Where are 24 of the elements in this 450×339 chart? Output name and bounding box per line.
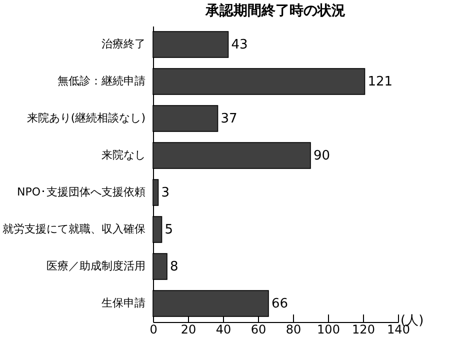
data-label: 43 bbox=[231, 38, 248, 52]
data-label: 66 bbox=[272, 296, 288, 312]
y-tick-label: 医療／助成制度活用 bbox=[46, 260, 146, 272]
y-tick-label: 無低診：継続申請 bbox=[58, 74, 146, 88]
data-label: 3 bbox=[161, 186, 170, 200]
x-tick-label: 60 bbox=[250, 322, 266, 336]
data-label: 90 bbox=[314, 148, 330, 164]
x-tick-label: 120 bbox=[352, 322, 375, 336]
data-label: 37 bbox=[220, 112, 238, 126]
data-label: 121 bbox=[368, 74, 393, 90]
y-tick-label: 来院あり(継続相談なし) bbox=[26, 112, 146, 124]
x-tick-label: 40 bbox=[216, 322, 232, 336]
y-tick-label: NPO･支援団体へ支援依頼 bbox=[16, 186, 146, 198]
data-label: 8 bbox=[170, 260, 178, 274]
chart-title: 承認期間終了時の状況 bbox=[204, 2, 346, 19]
data-label: 5 bbox=[164, 222, 174, 238]
y-tick-label: 就労支援にて就職、収入確保 bbox=[2, 222, 146, 236]
y-tick-label: 治療終了 bbox=[102, 38, 146, 50]
x-tick-label: 0 bbox=[150, 322, 158, 336]
y-tick-label: 来院なし bbox=[102, 148, 146, 162]
x-tick-label: 20 bbox=[180, 322, 196, 336]
x-tick-label: 80 bbox=[286, 322, 302, 336]
x-tick-label: 100 bbox=[317, 322, 340, 336]
y-tick-label: 生保申請 bbox=[102, 296, 146, 310]
